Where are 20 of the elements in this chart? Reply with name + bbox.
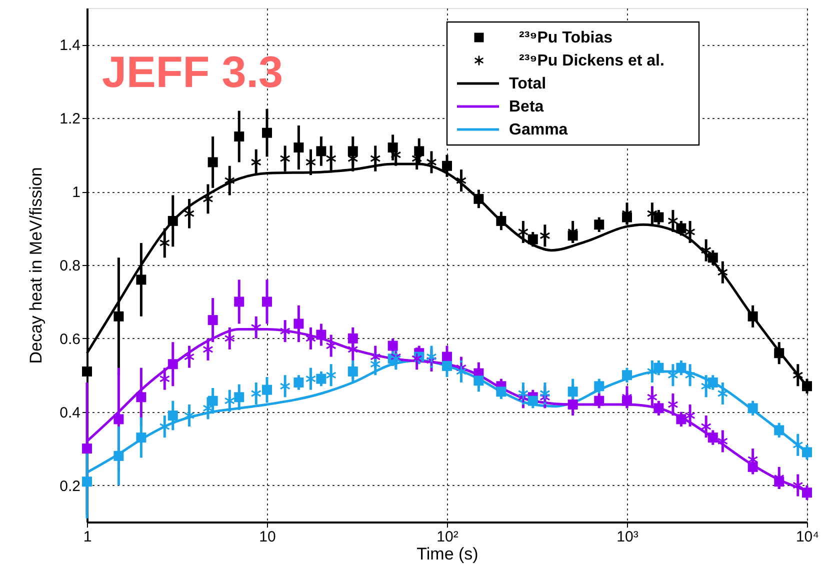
x-tick-label: 10² <box>436 528 458 546</box>
y-tick-label: 0.2 <box>60 478 80 495</box>
y-tick-label: 0.4 <box>60 404 80 422</box>
y-tick-label: 0.6 <box>60 330 80 348</box>
x-tick-label: 10³ <box>616 528 638 546</box>
x-tick-label: 1 <box>83 528 92 546</box>
y-tick-label: 1.2 <box>60 110 80 128</box>
legend-label: Total <box>509 76 546 92</box>
legend-label: ²³⁹Pu Dickens et al. <box>519 52 664 70</box>
legend-label: ²³⁹Pu Tobias <box>519 30 613 46</box>
x-tick-label: 10 <box>259 528 276 546</box>
y-tick-label: 0.8 <box>60 258 80 274</box>
x-axis-title: Time (s) <box>416 544 478 564</box>
y-tick-label: 1.4 <box>60 37 80 54</box>
y-axis-title: Decay heat in MeV/fission <box>26 167 46 364</box>
legend-label: Beta <box>509 98 544 116</box>
y-tick-label: 1 <box>72 184 80 202</box>
annotation: JEFF 3.3 <box>102 48 283 97</box>
x-tick-label: 10⁴ <box>796 528 820 546</box>
legend-label: Gamma <box>509 122 568 138</box>
